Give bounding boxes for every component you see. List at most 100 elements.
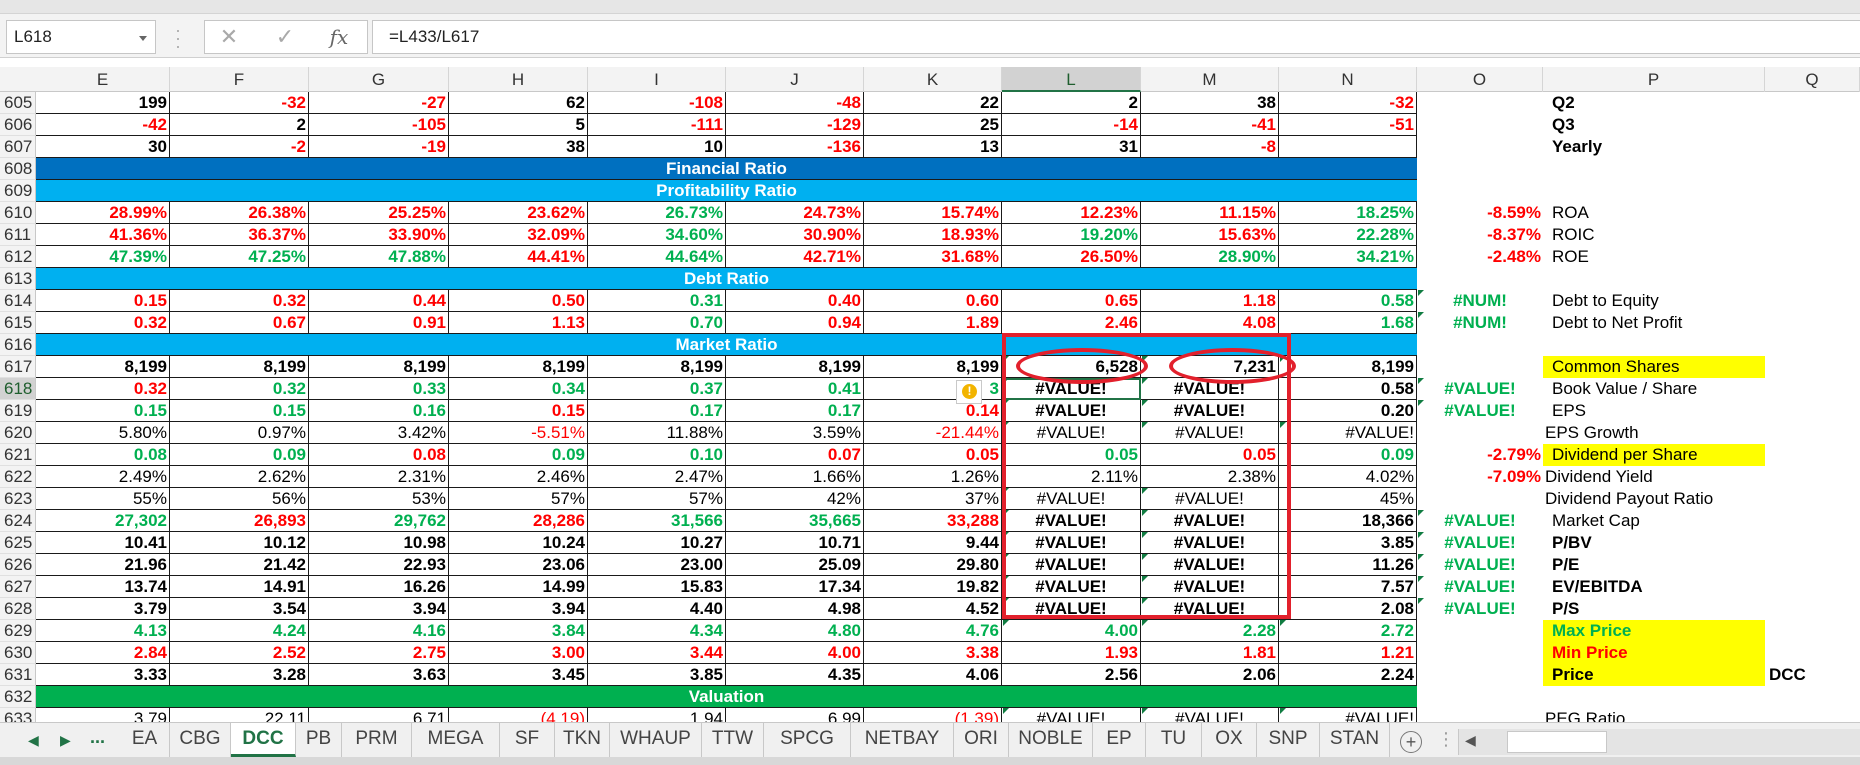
cell-i605[interactable]: -108 (588, 92, 726, 114)
sheet-tab-sf[interactable]: SF (500, 723, 555, 757)
cell-k629[interactable]: 4.76 (864, 620, 1002, 642)
cell-g621[interactable]: 0.08 (309, 444, 449, 466)
row-label[interactable]: P/E (1552, 555, 1580, 574)
cell-l626[interactable]: #VALUE! (1002, 554, 1141, 576)
cell-g626[interactable]: 22.93 (309, 554, 449, 576)
cell-g627[interactable]: 16.26 (309, 576, 449, 598)
cell-i629[interactable]: 4.34 (588, 620, 726, 642)
cell-i610[interactable]: 26.73% (588, 202, 726, 224)
row-label[interactable]: Market Cap (1552, 511, 1640, 530)
cell-i628[interactable]: 4.40 (588, 598, 726, 620)
cell-i625[interactable]: 10.27 (588, 532, 726, 554)
cell-h606[interactable]: 5 (449, 114, 588, 136)
row-label[interactable]: Book Value / Share (1552, 379, 1698, 398)
cell-f630[interactable]: 2.52 (170, 642, 309, 664)
cell-h624[interactable]: 28,286 (449, 510, 588, 532)
cell-n624[interactable]: 18,366 (1279, 510, 1417, 532)
cell-j606[interactable]: -129 (726, 114, 864, 136)
cell-f605[interactable]: -32 (170, 92, 309, 114)
row-label[interactable]: Yearly (1552, 137, 1603, 156)
cell-o606[interactable] (1417, 114, 1543, 136)
row-label[interactable]: Q2 (1552, 93, 1575, 112)
cell-g633[interactable]: 6.71 (309, 708, 449, 722)
cell-h630[interactable]: 3.00 (449, 642, 588, 664)
cell-f617[interactable]: 8,199 (170, 356, 309, 378)
cell-l606[interactable]: -14 (1002, 114, 1141, 136)
row-label[interactable]: Min Price (1543, 642, 1765, 664)
column-header-n[interactable]: N (1279, 67, 1417, 92)
cell-m614[interactable]: 1.18 (1141, 290, 1279, 312)
cell-m625[interactable]: #VALUE! (1141, 532, 1279, 554)
cell-e626[interactable]: 21.96 (36, 554, 170, 576)
cell-e614[interactable]: 0.15 (36, 290, 170, 312)
cell-f615[interactable]: 0.67 (170, 312, 309, 334)
cell-f612[interactable]: 47.25% (170, 246, 309, 268)
cell-i607[interactable]: 10 (588, 136, 726, 158)
cell-k630[interactable]: 3.38 (864, 642, 1002, 664)
cell-o611[interactable]: -8.37% (1487, 225, 1541, 244)
cell-i621[interactable]: 0.10 (588, 444, 726, 466)
cell-l624[interactable]: #VALUE! (1002, 510, 1141, 532)
cell-i633[interactable]: 1.94 (588, 708, 726, 722)
row-header[interactable]: 609 (0, 180, 36, 202)
cell-k606[interactable]: 25 (864, 114, 1002, 136)
column-header-g[interactable]: G (309, 67, 449, 92)
cell-n633[interactable]: #VALUE! (1279, 708, 1417, 722)
cell-o618[interactable]: #VALUE! (1444, 379, 1516, 398)
cell-k627[interactable]: 19.82 (864, 576, 1002, 598)
row-header[interactable]: 623 (0, 488, 36, 510)
sheet-tab-pb[interactable]: PB (296, 723, 342, 757)
cell-m629[interactable]: 2.28 (1141, 620, 1279, 642)
cell-g620[interactable]: 3.42% (309, 422, 449, 444)
cell-e622[interactable]: 2.49% (36, 466, 170, 488)
cell-n612[interactable]: 34.21% (1279, 246, 1417, 268)
sheet-tab-tkn[interactable]: TKN (555, 723, 610, 757)
cell-h607[interactable]: 38 (449, 136, 588, 158)
section-band[interactable]: Financial Ratio (36, 158, 1417, 180)
cell-m619[interactable]: #VALUE! (1141, 400, 1279, 422)
column-header-h[interactable]: H (449, 67, 588, 92)
sheet-tab-tu[interactable]: TU (1146, 723, 1202, 757)
cell-g610[interactable]: 25.25% (309, 202, 449, 224)
cell-i612[interactable]: 44.64% (588, 246, 726, 268)
cell-f610[interactable]: 26.38% (170, 202, 309, 224)
cell-j633[interactable]: 6.99 (726, 708, 864, 722)
cell-o619[interactable]: #VALUE! (1444, 401, 1516, 420)
cell-e612[interactable]: 47.39% (36, 246, 170, 268)
cell-e611[interactable]: 41.36% (36, 224, 170, 246)
sheet-tab-spcg[interactable]: SPCG (764, 723, 851, 757)
cancel-icon[interactable]: ✕ (219, 24, 239, 49)
cell-e620[interactable]: 5.80% (36, 422, 170, 444)
cell-o629[interactable] (1417, 620, 1543, 642)
sheet-tab-ea[interactable]: EA (120, 723, 170, 757)
cell-o620[interactable] (1417, 422, 1543, 444)
cell-m618[interactable]: #VALUE! (1141, 378, 1279, 400)
cell-l627[interactable]: #VALUE! (1002, 576, 1141, 598)
cell-j612[interactable]: 42.71% (726, 246, 864, 268)
cell-j631[interactable]: 4.35 (726, 664, 864, 686)
cell-n618[interactable]: 0.58 (1279, 378, 1417, 400)
row-label[interactable]: Price (1543, 664, 1765, 686)
cell-n606[interactable]: -51 (1279, 114, 1417, 136)
row-header[interactable]: 625 (0, 532, 36, 554)
row-header[interactable]: 617 (0, 356, 36, 378)
cell-n621[interactable]: 0.09 (1279, 444, 1417, 466)
cell-h618[interactable]: 0.34 (449, 378, 588, 400)
cell-g612[interactable]: 47.88% (309, 246, 449, 268)
cell-e630[interactable]: 2.84 (36, 642, 170, 664)
cell-l619[interactable]: #VALUE! (1002, 400, 1141, 422)
cell-e610[interactable]: 28.99% (36, 202, 170, 224)
section-band[interactable]: Debt Ratio (36, 268, 1417, 290)
cell-m611[interactable]: 15.63% (1141, 224, 1279, 246)
cell-n615[interactable]: 1.68 (1279, 312, 1417, 334)
cell-e605[interactable]: 199 (36, 92, 170, 114)
cell-f633[interactable]: 22.11 (170, 708, 309, 722)
row-header[interactable]: 605 (0, 92, 36, 114)
more-sheets-button[interactable]: ... (90, 727, 106, 747)
cell-g614[interactable]: 0.44 (309, 290, 449, 312)
cell-k623[interactable]: 37% (864, 488, 1002, 510)
cell-h628[interactable]: 3.94 (449, 598, 588, 620)
row-label[interactable]: Dividend Yield (1545, 467, 1653, 486)
cell-h619[interactable]: 0.15 (449, 400, 588, 422)
row-header[interactable]: 621 (0, 444, 36, 466)
